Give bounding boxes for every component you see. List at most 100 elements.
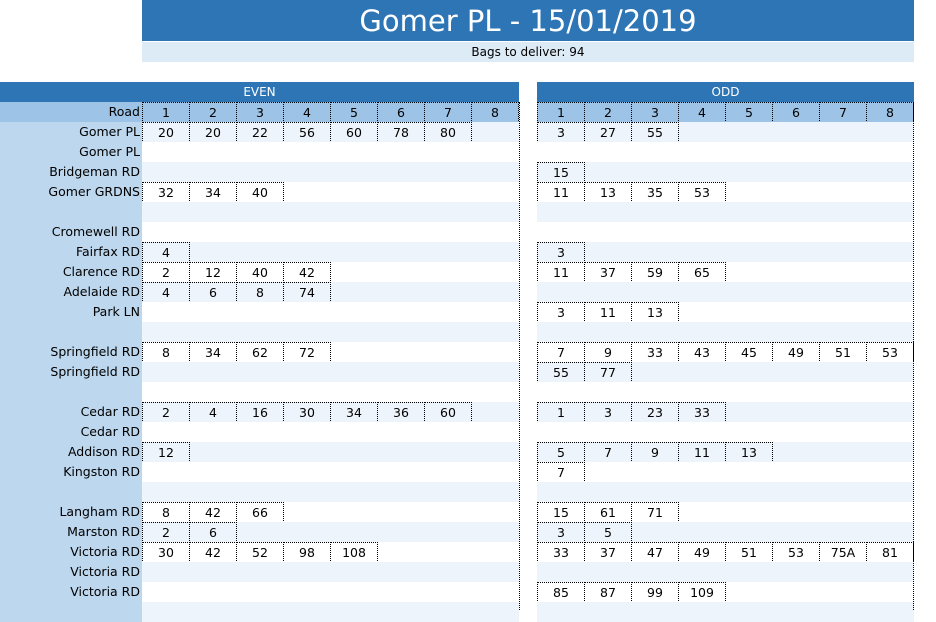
odd-house-number: 7	[537, 462, 585, 483]
odd-row-bg	[537, 422, 914, 442]
odd-house-number: 11	[678, 442, 726, 463]
odd-row-bg	[537, 602, 914, 622]
road-cell	[0, 322, 142, 342]
odd-row-bg	[537, 222, 914, 242]
even-house-number: 2	[142, 522, 190, 543]
road-name: Victoria RD	[70, 584, 140, 599]
even-house-number: 56	[283, 122, 331, 143]
odd-house-number: 55	[631, 122, 679, 143]
odd-house-number: 35	[631, 182, 679, 203]
even-row-bg	[142, 562, 519, 582]
odd-house-number: 3	[537, 122, 585, 143]
road-cell	[0, 142, 142, 162]
even-column-number: 7	[424, 102, 472, 123]
even-column-number: 3	[236, 102, 284, 123]
even-row-bg	[142, 242, 519, 262]
odd-house-number: 3	[584, 402, 632, 423]
road-cell	[0, 362, 142, 382]
road-name: Adelaide RD	[63, 284, 140, 299]
even-house-number: 98	[283, 542, 331, 563]
even-column-number: 2	[189, 102, 237, 123]
even-row-bg	[142, 222, 519, 242]
even-column-number: 4	[283, 102, 331, 123]
even-house-number: 74	[283, 282, 331, 303]
road-name: Bridgeman RD	[49, 164, 140, 179]
road-cell	[0, 162, 142, 182]
even-house-number: 4	[142, 282, 190, 303]
even-house-number: 6	[189, 282, 237, 303]
even-column-number: 5	[330, 102, 378, 123]
even-house-number: 40	[236, 262, 284, 283]
even-house-number: 20	[189, 122, 237, 143]
even-house-number: 32	[142, 182, 190, 203]
road-cell	[0, 582, 142, 602]
even-row-bg	[142, 482, 519, 502]
road-name: Langham RD	[59, 504, 140, 519]
odd-column-number: 8	[866, 102, 914, 123]
odd-house-number: 27	[584, 122, 632, 143]
even-house-number: 2	[142, 262, 190, 283]
odd-house-number: 49	[678, 542, 726, 563]
road-cell	[0, 122, 142, 142]
road-cell	[0, 462, 142, 482]
odd-house-number: 11	[537, 262, 585, 283]
road-name: Addison RD	[67, 444, 140, 459]
even-house-number: 42	[189, 502, 237, 523]
road-header-cell	[0, 102, 142, 122]
odd-row-bg	[537, 462, 914, 482]
even-house-number: 72	[283, 342, 331, 363]
odd-house-number: 5	[584, 522, 632, 543]
even-header: EVEN	[0, 82, 519, 102]
road-cell	[0, 402, 142, 422]
even-row-bg	[142, 302, 519, 322]
even-house-number: 36	[377, 402, 425, 423]
odd-house-number: 33	[537, 542, 585, 563]
even-column-number: 1	[142, 102, 190, 123]
even-house-number: 42	[189, 542, 237, 563]
even-house-number: 6	[189, 522, 237, 543]
road-cell	[0, 482, 142, 502]
odd-house-number: 51	[819, 342, 867, 363]
even-row-bg	[142, 362, 519, 382]
even-house-number: 60	[330, 122, 378, 143]
road-name: Gomer PL	[79, 144, 140, 159]
even-row-bg	[142, 582, 519, 602]
odd-house-number: 9	[584, 342, 632, 363]
road-cell	[0, 562, 142, 582]
even-house-number: 108	[330, 542, 378, 563]
even-house-number: 52	[236, 542, 284, 563]
even-house-number: 34	[330, 402, 378, 423]
even-row-bg	[142, 442, 519, 462]
odd-house-number: 53	[772, 542, 820, 563]
even-house-number: 12	[189, 262, 237, 283]
odd-house-number: 13	[631, 302, 679, 323]
even-row-bg	[142, 382, 519, 402]
odd-row-bg	[537, 482, 914, 502]
odd-house-number: 33	[631, 342, 679, 363]
even-column-number: 6	[377, 102, 425, 123]
road-cell	[0, 502, 142, 522]
road-name: Cedar RD	[80, 424, 140, 439]
even-house-number: 8	[142, 502, 190, 523]
road-name: Springfield RD	[50, 344, 140, 359]
odd-house-number: 5	[537, 442, 585, 463]
odd-house-number: 3	[537, 522, 585, 543]
even-row-bg	[142, 162, 519, 182]
odd-row-bg	[537, 242, 914, 262]
odd-column-number: 7	[819, 102, 867, 123]
road-name: Kingston RD	[63, 464, 140, 479]
odd-column-number: 2	[584, 102, 632, 123]
odd-house-number: 11	[584, 302, 632, 323]
even-house-number: 12	[142, 442, 190, 463]
road-cell	[0, 302, 142, 322]
road-name: Victoria RD	[70, 564, 140, 579]
odd-house-number: 87	[584, 582, 632, 603]
even-column-number: 8	[471, 102, 519, 123]
odd-house-number: 1	[537, 402, 585, 423]
odd-column-number: 3	[631, 102, 679, 123]
even-row-bg	[142, 142, 519, 162]
even-house-number: 30	[142, 542, 190, 563]
even-house-number: 2	[142, 402, 190, 423]
odd-house-number: 51	[725, 542, 773, 563]
even-house-number: 42	[283, 262, 331, 283]
